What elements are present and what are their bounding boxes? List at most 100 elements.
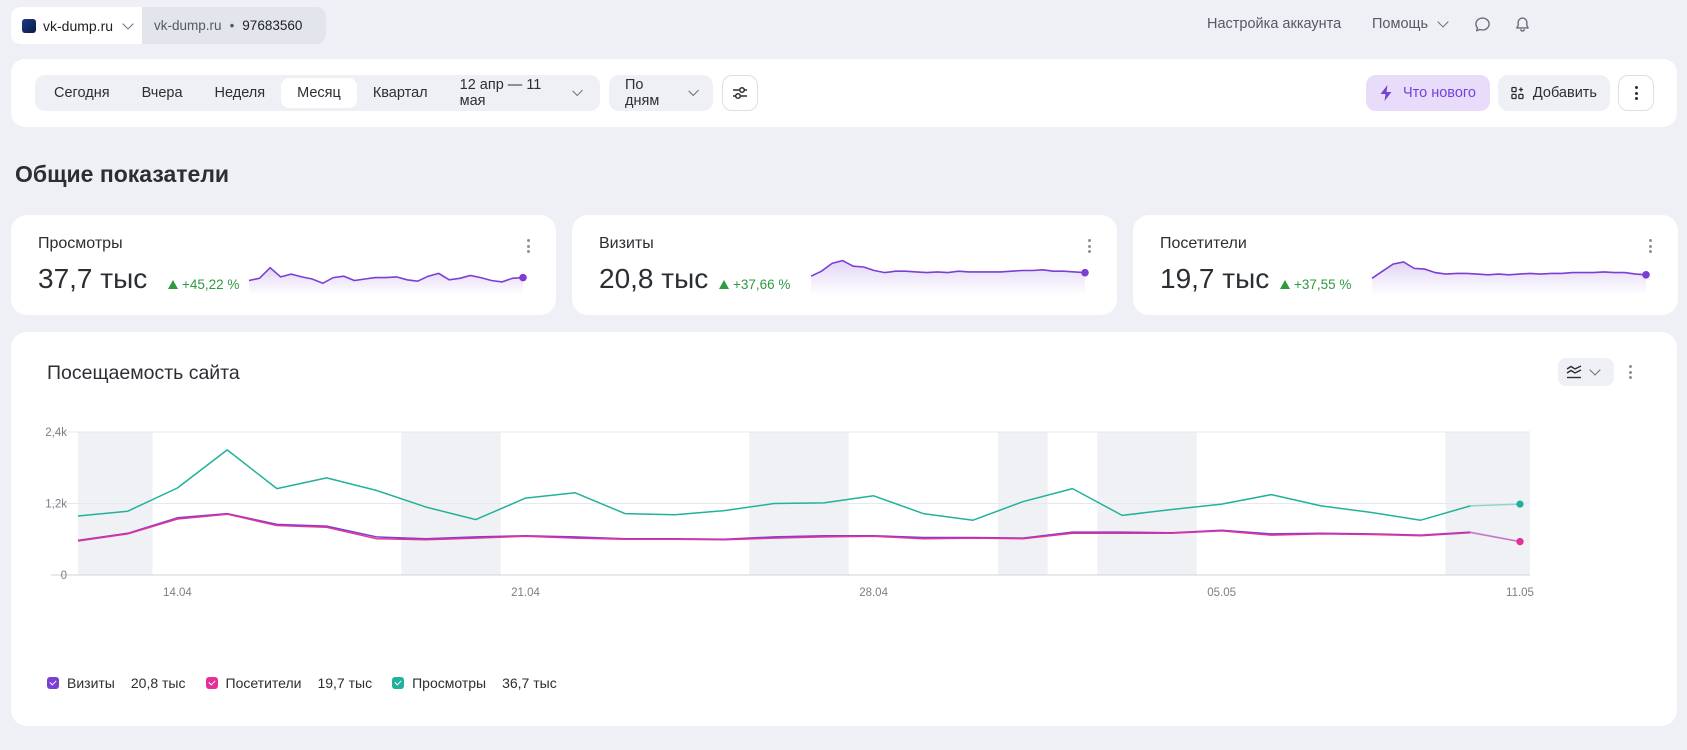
legend-total: 36,7 тыс [502, 675, 557, 691]
metric-value: 20,8 тыс [599, 263, 709, 294]
chevron-down-icon [1589, 364, 1601, 376]
report-toolbar: Сегодня Вчера Неделя Месяц Квартал 12 ап… [11, 59, 1677, 127]
metric-delta: +37,55 % [1280, 277, 1351, 292]
section-title: Общие показатели [15, 161, 230, 187]
series-partial-segment [1470, 531, 1521, 543]
top-bar: vk-dump.ru vk-dump.ru • 97683560 Настрой… [0, 0, 1687, 50]
traffic-line-chart: 0 1,2k 2,4k 14.04 21.04 28.04 05.05 11.05 [45, 427, 1534, 599]
card-menu-icon[interactable] [1088, 239, 1091, 253]
series-line-1 [77, 512, 1471, 542]
x-tick-label: 14.04 [163, 587, 192, 599]
traffic-chart-card: 0 1,2k 2,4k 14.04 21.04 28.04 05.05 11.05 Посещ… [11, 332, 1677, 726]
grouping-dropdown[interactable]: По дням [609, 75, 713, 111]
trend-up-icon [168, 280, 178, 289]
legend-label: Визиты [67, 675, 115, 691]
metric-delta: +37,66 % [719, 277, 790, 292]
series-partial-segment [1470, 531, 1521, 543]
sparkline-last-point [1642, 270, 1650, 279]
add-label: Добавить [1532, 85, 1597, 101]
y-tick-label: 0 [61, 570, 67, 582]
metric-card-visits: Визиты 20,8 тыс +37,66 % [572, 215, 1117, 315]
metric-title: Просмотры [38, 235, 123, 252]
lightning-icon [1380, 85, 1392, 101]
filters-button[interactable] [722, 75, 758, 111]
chart-menu-icon[interactable] [1629, 365, 1632, 379]
metric-value: 19,7 тыс [1160, 263, 1270, 294]
metric-card-views: Просмотры 37,7 тыс +45,22 % [11, 215, 556, 315]
sparkline-last-point [1081, 268, 1089, 277]
x-tick-label: 28.04 [859, 587, 888, 599]
metric-title: Посетители [1160, 235, 1247, 252]
series-line-0 [77, 449, 1471, 521]
sliders-icon [733, 86, 747, 100]
series-last-point [1516, 538, 1524, 546]
sparkline-line [810, 259, 1086, 277]
separator-dot: • [229, 18, 235, 33]
add-widget-icon [1511, 86, 1524, 100]
card-menu-icon[interactable] [1649, 239, 1652, 253]
x-tick-label: 05.05 [1207, 587, 1236, 599]
chevron-down-icon [1437, 16, 1449, 28]
series-last-point [1516, 500, 1524, 508]
chart-legend: Визиты 20,8 тыс Посетители 19,7 тыс Прос… [47, 675, 577, 691]
sparkline-area [249, 267, 523, 295]
period-quarter-button[interactable]: Квартал [372, 85, 428, 101]
sparkline-area [1372, 262, 1646, 295]
legend-label: Просмотры [412, 675, 487, 691]
more-options-button[interactable] [1618, 75, 1654, 111]
site-domain: vk-dump.ru [154, 18, 222, 33]
metric-title: Визиты [599, 235, 654, 252]
period-yesterday-button[interactable]: Вчера [141, 85, 183, 101]
legend-label: Посетители [225, 675, 302, 691]
sparkline-visitors [1371, 261, 1650, 295]
y-tick-label: 1,2k [45, 499, 67, 511]
whats-new-button[interactable]: Что нового [1366, 75, 1490, 111]
x-tick-label: 21.04 [511, 587, 540, 599]
legend-item-visits[interactable]: Визиты 20,8 тыс [47, 675, 186, 691]
period-today-button[interactable]: Сегодня [54, 85, 110, 101]
period-month-button[interactable]: Месяц [281, 78, 357, 108]
date-range-label: 12 апр — 11 мая [459, 77, 542, 109]
metric-delta-value: +37,55 % [1294, 277, 1352, 292]
checkbox-icon [205, 677, 218, 689]
legend-total: 19,7 тыс [317, 675, 373, 691]
site-selector[interactable]: vk-dump.ru vk-dump.ru • 97683560 [11, 7, 327, 44]
site-name: vk-dump.ru [43, 17, 114, 34]
chat-icon[interactable] [1474, 16, 1491, 33]
help-menu[interactable]: Помощь [1372, 16, 1449, 32]
bell-icon[interactable] [1514, 16, 1531, 33]
card-menu-icon[interactable] [527, 239, 530, 253]
site-counter-info: vk-dump.ru • 97683560 [142, 7, 327, 44]
chart-type-dropdown[interactable] [1558, 358, 1614, 386]
chevron-down-icon [571, 85, 583, 97]
series-line-2 [77, 513, 1471, 542]
checkbox-icon [392, 677, 405, 689]
legend-total: 20,8 тыс [130, 675, 186, 691]
metric-delta-value: +37,66 % [733, 277, 791, 292]
site-dropdown[interactable]: vk-dump.ru [11, 7, 143, 44]
whats-new-label: Что нового [1403, 85, 1476, 101]
metric-value: 37,7 тыс [38, 263, 148, 294]
metric-delta: +45,22 % [168, 277, 239, 292]
period-selector: Сегодня Вчера Неделя Месяц Квартал 12 ап… [35, 75, 600, 111]
chart-title: Посещаемость сайта [47, 362, 240, 384]
sparkline-area [811, 260, 1085, 295]
metric-delta-value: +45,22 % [182, 277, 240, 292]
grouping-label: По дням [625, 77, 660, 109]
legend-item-views[interactable]: Просмотры 36,7 тыс [392, 675, 557, 691]
period-week-button[interactable]: Неделя [214, 85, 266, 101]
account-settings-link[interactable]: Настройка аккаунта [1207, 16, 1342, 32]
date-range-picker[interactable]: 12 апр — 11 мая [444, 77, 597, 109]
more-vertical-icon [1634, 86, 1638, 100]
sparkline-line [1371, 261, 1647, 279]
sparkline-visits [810, 259, 1089, 295]
metric-card-visitors: Посетители 19,7 тыс +37,55 % [1133, 215, 1678, 315]
chevron-down-icon [122, 17, 134, 30]
trend-up-icon [719, 280, 729, 289]
line-chart-icon [1566, 365, 1582, 379]
legend-item-visitors[interactable]: Посетители 19,7 тыс [205, 675, 373, 691]
site-logo-icon [22, 18, 36, 33]
checkbox-icon [47, 677, 59, 689]
sparkline-views [248, 266, 527, 295]
add-widget-button[interactable]: Добавить [1498, 75, 1610, 111]
